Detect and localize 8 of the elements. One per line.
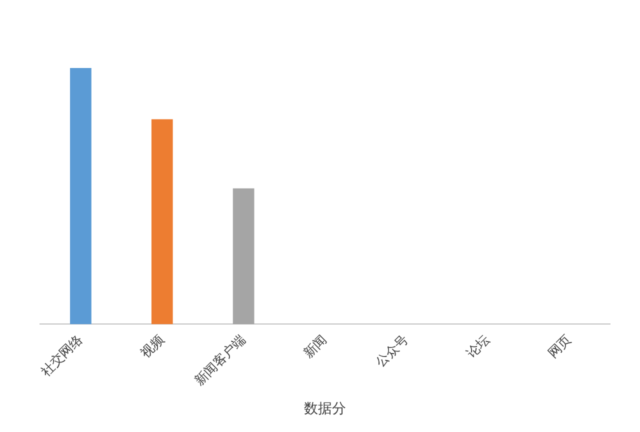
- x-tick-label: 视频: [138, 332, 168, 362]
- x-tick-label: 新闻客户端: [192, 332, 249, 389]
- x-tick-label: 社交网络: [38, 332, 86, 380]
- x-axis-title: 数据分: [304, 401, 346, 418]
- x-tick-label: 网页: [546, 332, 574, 362]
- x-tick-label: 新闻: [301, 332, 330, 362]
- x-tick-label: 公众号: [373, 332, 412, 371]
- x-tick-label: 论坛: [464, 332, 494, 362]
